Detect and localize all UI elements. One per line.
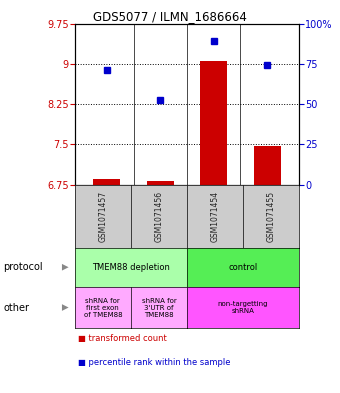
Text: GSM1071457: GSM1071457 <box>98 191 107 242</box>
Text: ■ percentile rank within the sample: ■ percentile rank within the sample <box>78 358 231 367</box>
Bar <box>147 181 174 185</box>
Text: protocol: protocol <box>3 262 43 272</box>
Bar <box>254 145 280 185</box>
Text: shRNA for
first exon
of TMEM88: shRNA for first exon of TMEM88 <box>84 298 122 318</box>
Text: GSM1071456: GSM1071456 <box>154 191 164 242</box>
Text: GSM1071454: GSM1071454 <box>210 191 220 242</box>
Bar <box>94 179 120 185</box>
Text: control: control <box>228 263 258 272</box>
Text: TMEM88 depletion: TMEM88 depletion <box>92 263 170 272</box>
Text: shRNA for
3'UTR of
TMEM88: shRNA for 3'UTR of TMEM88 <box>141 298 176 318</box>
Text: GDS5077 / ILMN_1686664: GDS5077 / ILMN_1686664 <box>93 10 247 23</box>
Text: other: other <box>3 303 29 312</box>
Text: non-targetting
shRNA: non-targetting shRNA <box>218 301 268 314</box>
Bar <box>200 61 227 185</box>
Text: ■ transformed count: ■ transformed count <box>78 334 167 343</box>
Text: GSM1071455: GSM1071455 <box>267 191 276 242</box>
